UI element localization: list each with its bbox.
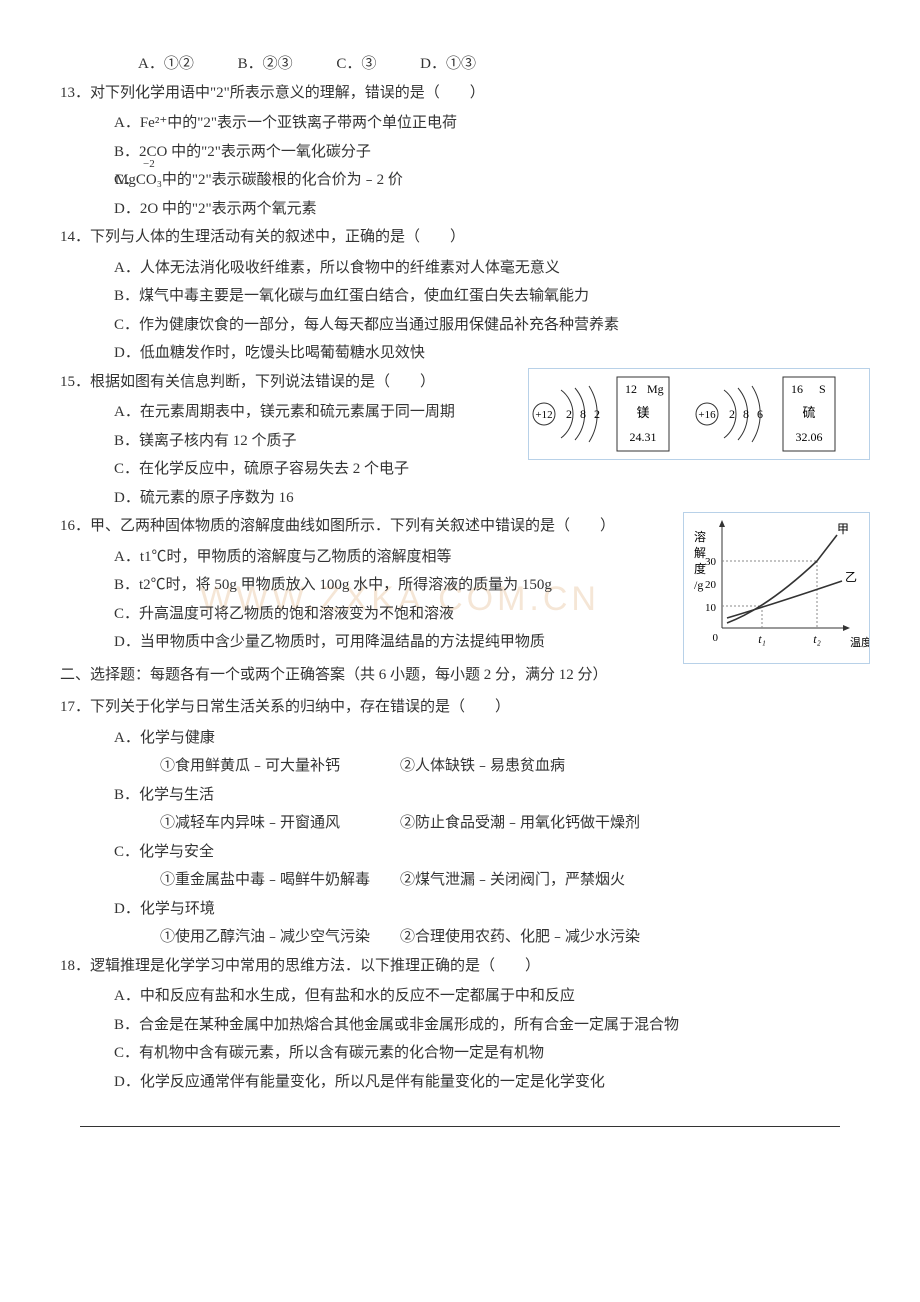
svg-text:t₁: t₁ — [758, 632, 766, 646]
q17-opt-d-sub: ①使用乙醇汽油﹣减少空气污染②合理使用农药、化肥﹣减少水污染 — [60, 923, 860, 952]
svg-text:解: 解 — [694, 546, 706, 560]
svg-text:8: 8 — [743, 407, 749, 421]
svg-text:温度/℃: 温度/℃ — [850, 635, 869, 649]
svg-text:S: S — [819, 382, 826, 396]
svg-text:+16: +16 — [698, 409, 716, 421]
svg-text:10: 10 — [705, 602, 717, 614]
q17-d2: ②合理使用农药、化肥﹣减少水污染 — [400, 929, 640, 945]
svg-text:溶: 溶 — [694, 529, 706, 544]
svg-text:+12: +12 — [535, 409, 552, 421]
q13c-formula: MgCO₃ — [115, 172, 162, 188]
q15-opt-d: D．硫元素的原子序数为 16 — [60, 484, 860, 513]
q13-opt-c: C．−2MgCO₃中的"2"表示碳酸根的化合价为﹣2 价 — [60, 166, 860, 195]
svg-text:t₂: t₂ — [813, 632, 821, 646]
q17-opt-c: C．化学与安全 — [60, 838, 860, 867]
q18-opt-c: C．有机物中含有碳元素，所以含有碳元素的化合物一定是有机物 — [60, 1039, 860, 1068]
q14-opt-d: D．低血糖发作时，吃馒头比喝葡萄糖水见效快 — [60, 339, 860, 368]
q14-opt-c: C．作为健康饮食的一部分，每人每天都应当通过服用保健品补充各种营养素 — [60, 311, 860, 340]
q17-opt-b: B．化学与生活 — [60, 781, 860, 810]
svg-text:8: 8 — [580, 407, 586, 421]
q13-opt-b: B．2CO 中的"2"表示两个一氧化碳分子 — [60, 138, 860, 167]
q14-opt-b: B．煤气中毒主要是一氧化碳与血红蛋白结合，使血红蛋白失去输氧能力 — [60, 282, 860, 311]
q17-b1: ①减轻车内异味﹣开窗通风 — [160, 809, 400, 838]
q17-c1: ①重金属盐中毒﹣喝鲜牛奶解毒 — [160, 866, 400, 895]
q12-opt-b: B．②③ — [238, 50, 293, 79]
svg-text:2: 2 — [594, 407, 600, 421]
svg-text:甲: 甲 — [837, 522, 849, 536]
svg-text:度: 度 — [694, 561, 706, 576]
svg-text:2: 2 — [566, 407, 572, 421]
svg-text:12: 12 — [625, 382, 637, 396]
q17-a2: ②人体缺铁﹣易患贫血病 — [400, 758, 565, 774]
svg-text:Mg: Mg — [647, 382, 664, 396]
q16-stem: 16．甲、乙两种固体物质的溶解度曲线如图所示．下列有关叙述中错误的是（ ） — [60, 512, 672, 541]
footer-divider — [80, 1126, 840, 1127]
svg-text:6: 6 — [757, 407, 763, 421]
svg-text:/g: /g — [694, 578, 703, 592]
q18-opt-d: D．化学反应通常伴有能量变化，所以凡是伴有能量变化的一定是化学变化 — [60, 1068, 860, 1097]
svg-text:0: 0 — [713, 632, 719, 644]
q15-opt-a: A．在元素周期表中，镁元素和硫元素属于同一周期 — [60, 398, 538, 427]
q17-a1: ①食用鲜黄瓜﹣可大量补钙 — [160, 752, 400, 781]
q16-figure: 10 20 30 甲 乙 t₁ t₂ 0 温度/℃ 溶 解 — [683, 512, 870, 664]
q17-opt-a: A．化学与健康 — [60, 724, 860, 753]
q17-opt-c-sub: ①重金属盐中毒﹣喝鲜牛奶解毒②煤气泄漏﹣关闭阀门，严禁烟火 — [60, 866, 860, 895]
svg-text:20: 20 — [705, 579, 717, 591]
q13-opt-a: A．Fe²⁺中的"2"表示一个亚铁离子带两个单位正电荷 — [60, 109, 860, 138]
q13c-formula-wrap: −2MgCO₃ — [139, 166, 162, 195]
svg-text:30: 30 — [705, 556, 717, 568]
q13-opt-d: D．2O 中的"2"表示两个氧元素 — [60, 195, 860, 224]
q17-d1: ①使用乙醇汽油﹣减少空气污染 — [160, 923, 400, 952]
q15-figure: +12 2 8 2 12 Mg 镁 24.31 +16 2 8 — [528, 368, 870, 460]
svg-text:24.31: 24.31 — [630, 430, 657, 444]
q12-options: A．①② B．②③ C．③ D．①③ — [60, 50, 860, 79]
svg-text:32.06: 32.06 — [796, 430, 823, 444]
q17-c2: ②煤气泄漏﹣关闭阀门，严禁烟火 — [400, 872, 625, 888]
q17-stem: 17．下列关于化学与日常生活关系的归纳中，存在错误的是（ ） — [60, 693, 860, 722]
q17-opt-a-sub: ①食用鲜黄瓜﹣可大量补钙②人体缺铁﹣易患贫血病 — [60, 752, 860, 781]
q18-stem: 18．逻辑推理是化学学习中常用的思维方法．以下推理正确的是（ ） — [60, 952, 860, 981]
q18-opt-a: A．中和反应有盐和水生成，但有盐和水的反应不一定都属于中和反应 — [60, 982, 860, 1011]
q12-opt-c: C．③ — [336, 50, 376, 79]
q12-opt-d: D．①③ — [420, 50, 476, 79]
svg-text:镁: 镁 — [636, 405, 649, 420]
svg-text:硫: 硫 — [802, 405, 815, 420]
q17-opt-b-sub: ①减轻车内异味﹣开窗通风②防止食品受潮﹣用氧化钙做干燥剂 — [60, 809, 860, 838]
svg-text:乙: 乙 — [845, 570, 857, 584]
q18-opt-b: B．合金是在某种金属中加热熔合其他金属或非金属形成的，所有合金一定属于混合物 — [60, 1011, 860, 1040]
q17-b2: ②防止食品受潮﹣用氧化钙做干燥剂 — [400, 815, 640, 831]
q14-opt-a: A．人体无法消化吸收纤维素，所以食物中的纤维素对人体毫无意义 — [60, 254, 860, 283]
svg-text:2: 2 — [729, 407, 735, 421]
q14-stem: 14．下列与人体的生理活动有关的叙述中，正确的是（ ） — [60, 223, 860, 252]
q13-stem: 13．对下列化学用语中"2"所表示意义的理解，错误的是（ ） — [60, 79, 860, 108]
q13c-post: 中的"2"表示碳酸根的化合价为﹣2 价 — [162, 172, 403, 188]
svg-text:16: 16 — [791, 382, 803, 396]
q12-opt-a: A．①② — [138, 50, 194, 79]
q17-opt-d: D．化学与环境 — [60, 895, 860, 924]
